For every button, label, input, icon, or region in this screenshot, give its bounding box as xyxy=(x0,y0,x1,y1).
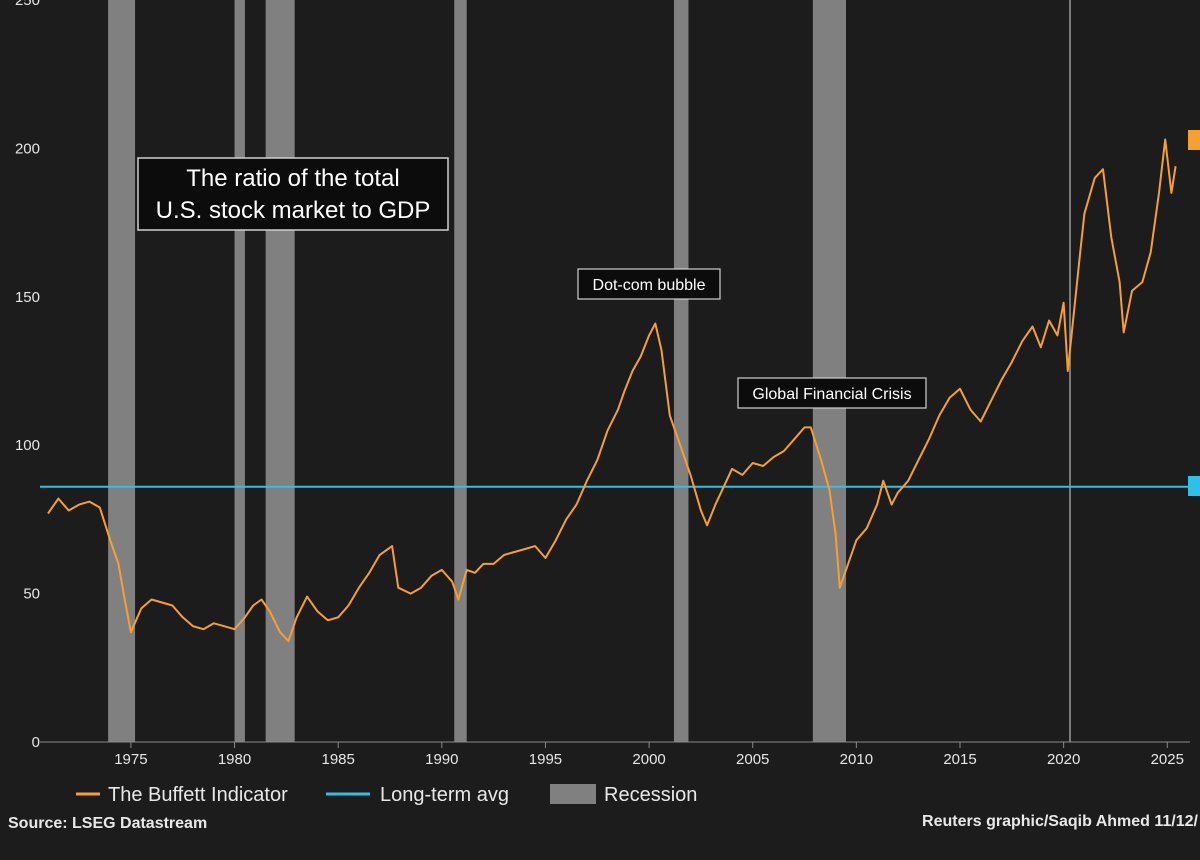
annotation-dotcom-label: Dot-com bubble xyxy=(593,277,706,294)
annotation-gfc: Global Financial Crisis xyxy=(737,377,927,409)
legend-label-buffett: The Buffett Indicator xyxy=(108,784,288,806)
x-tick-label-2015: 2015 xyxy=(943,751,976,768)
x-tick-label-1990: 1990 xyxy=(425,751,458,768)
y-tick-label-100: 100 xyxy=(15,437,40,454)
y-tick-label-0: 0 xyxy=(32,734,40,751)
recession-band-5 xyxy=(673,0,689,742)
x-tick-label-1995: 1995 xyxy=(529,751,562,768)
x-tick-label-1975: 1975 xyxy=(114,751,147,768)
y-tick-label-200: 200 xyxy=(15,140,40,157)
credit-note: Reuters graphic/Saqib Ahmed 11/12/ xyxy=(922,813,1199,830)
recession-bands xyxy=(108,0,846,742)
source-note: Source: LSEG Datastream xyxy=(8,815,207,832)
recession-band-3 xyxy=(265,0,295,742)
x-tick-label-2005: 2005 xyxy=(736,751,769,768)
legend: The Buffett Indicator Long-term avg Rece… xyxy=(76,784,697,806)
x-axis-ticks: 1975 1980 1985 1990 1995 2000 2005 2010 2015 2020… xyxy=(114,742,1184,768)
legend-label-recession: Recession xyxy=(604,784,697,806)
x-tick-label-1985: 1985 xyxy=(321,751,354,768)
annotation-gfc-label: Global Financial Crisis xyxy=(752,386,911,403)
y-tick-label-150: 150 xyxy=(15,289,40,306)
chart-title-box: The ratio of the total U.S. stock market… xyxy=(137,157,449,231)
x-tick-label-2020: 2020 xyxy=(1047,751,1080,768)
legend-swatch-recession xyxy=(550,784,596,804)
y-tick-label-250: 250 xyxy=(15,0,40,9)
annotation-dotcom: Dot-com bubble xyxy=(577,268,721,300)
y-tick-label-50: 50 xyxy=(23,586,40,603)
recession-band-1 xyxy=(108,0,136,742)
x-tick-label-2010: 2010 xyxy=(840,751,873,768)
buffett-indicator-layer xyxy=(47,138,1177,643)
x-tick-label-2025: 2025 xyxy=(1151,751,1184,768)
recession-band-4 xyxy=(454,0,467,742)
recession-band-6 xyxy=(812,0,846,742)
chart-title-line-1: The ratio of the total xyxy=(186,165,399,192)
y-axis-ticks: 0 50 100 150 200 250 xyxy=(15,0,40,751)
x-tick-label-2000: 2000 xyxy=(632,751,665,768)
latest-value-badge xyxy=(1188,130,1200,150)
chart-title-line-2: U.S. stock market to GDP xyxy=(156,197,431,224)
legend-label-avg: Long-term avg xyxy=(380,784,509,806)
buffett-indicator-line xyxy=(47,138,1177,643)
avg-value-badge xyxy=(1188,476,1200,496)
recession-band-2 xyxy=(234,0,245,742)
x-tick-label-1980: 1980 xyxy=(218,751,251,768)
